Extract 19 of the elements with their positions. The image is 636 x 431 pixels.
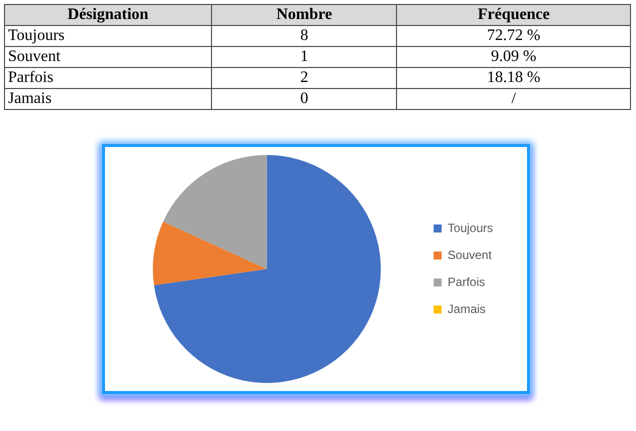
legend-label: Jamais bbox=[448, 302, 486, 316]
text: / bbox=[396, 88, 630, 110]
text: 0 bbox=[212, 88, 397, 110]
text: Souvent bbox=[4, 46, 212, 68]
text: 18.18 % bbox=[396, 68, 630, 88]
text: 8 bbox=[212, 26, 397, 46]
text: Jamais bbox=[4, 88, 212, 110]
text: Parfois bbox=[4, 68, 212, 88]
text: 72.72 % bbox=[396, 26, 630, 46]
text: Nombre bbox=[212, 4, 397, 26]
text: 1 bbox=[212, 46, 397, 68]
text: 9.09 % bbox=[396, 46, 630, 68]
text: Fréquence bbox=[396, 4, 630, 26]
legend-label: Parfois bbox=[448, 274, 485, 289]
legend-label: Toujours bbox=[448, 220, 493, 235]
legend-label: Souvent bbox=[448, 248, 492, 262]
text: 2 bbox=[212, 68, 397, 88]
text: Toujours bbox=[4, 26, 212, 46]
text: Désignation bbox=[4, 4, 212, 26]
